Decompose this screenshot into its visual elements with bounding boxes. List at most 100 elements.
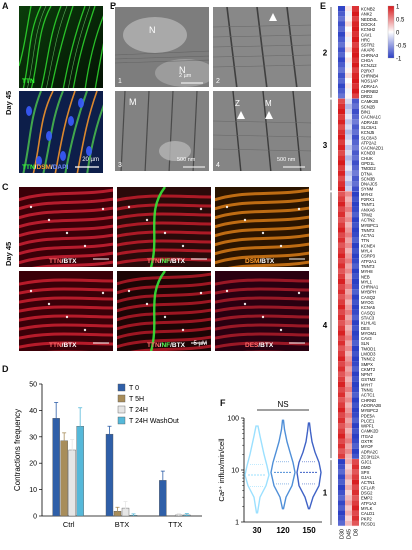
heatmap-cell — [352, 402, 359, 408]
heatmap-cell — [345, 371, 352, 377]
stain-dsm: DSM — [36, 164, 51, 171]
heatmap-cell — [345, 42, 352, 48]
heatmap-cell — [352, 217, 359, 223]
heatmap-cell — [338, 31, 345, 37]
gene-label: ADRA2C — [361, 449, 378, 454]
gene-label: MYH7 — [361, 382, 373, 387]
heatmap-cell — [352, 505, 359, 511]
btx-dot — [279, 328, 283, 332]
gene-label: CASQ1 — [361, 310, 376, 315]
heatmap-cell — [352, 181, 359, 187]
btx-dot — [29, 205, 33, 209]
gene-label: ATP1A2 — [361, 501, 377, 506]
colorbar-tick-label: 0 — [396, 31, 400, 37]
heatmap-cell — [345, 443, 352, 449]
gene-label: MYOG — [361, 300, 374, 305]
heatmap-cell — [338, 52, 345, 58]
gene-label: HRC — [361, 37, 370, 42]
gene-label: MYBPH — [361, 290, 376, 295]
colorbar-tick-label: 0.5 — [396, 18, 405, 24]
heatmap-cell — [352, 258, 359, 264]
btx-dot — [65, 315, 69, 319]
heatmap-cell — [345, 31, 352, 37]
heatmap-cell — [338, 237, 345, 243]
heatmap-cell — [345, 114, 352, 120]
heatmap-cell — [338, 21, 345, 27]
heatmap-cell — [338, 402, 345, 408]
heatmap-cell — [352, 433, 359, 439]
heatmap-cell — [338, 150, 345, 156]
x-tick-label: 120 — [276, 526, 290, 535]
btx-dot — [243, 218, 247, 222]
heatmap-cell — [338, 273, 345, 279]
heatmap-cell — [345, 495, 352, 501]
btx-dot — [163, 315, 167, 319]
heatmap-cell — [345, 278, 352, 285]
btx-dot — [145, 218, 149, 222]
heatmap-cell — [338, 294, 345, 300]
heatmap-cell — [345, 273, 352, 279]
heatmap-cell — [345, 304, 352, 310]
heatmap-cell — [345, 170, 352, 176]
heatmap-cell — [352, 397, 359, 403]
heatmap-cell — [338, 103, 345, 110]
heatmap-cell — [338, 448, 345, 454]
gene-label: MYBPC1 — [361, 223, 379, 228]
x-tick-label: 30 — [253, 526, 262, 535]
heatmap-cell — [345, 83, 352, 89]
panel-b-label: B — [110, 1, 117, 11]
heatmap-cell — [345, 314, 352, 321]
heatmap-cell — [345, 299, 352, 305]
gene-label: CHUK — [361, 156, 373, 161]
legend-label: T 0 — [129, 385, 139, 392]
heatmap-cell — [345, 330, 352, 336]
heatmap-cell — [345, 294, 352, 300]
ttn-fibers — [19, 6, 103, 88]
gene-label: ZC3H12A — [361, 454, 380, 459]
neurofilament-line — [149, 271, 166, 351]
em-image-3: M 3 500 nm — [114, 90, 210, 172]
heatmap-cell — [338, 469, 345, 475]
heatmap-cell — [345, 284, 352, 290]
btx-dot — [65, 231, 69, 235]
fiber-line — [215, 242, 309, 256]
heatmap-cell — [352, 278, 359, 285]
legend-swatch — [117, 416, 126, 425]
fiber-line — [117, 308, 211, 322]
heatmap-cell — [352, 253, 359, 259]
heatmap-cell — [338, 366, 345, 372]
em-number-2: 2 — [216, 78, 220, 85]
heatmap-cell — [345, 227, 352, 233]
gene-label: KCNA5 — [361, 305, 376, 310]
heatmap-cell — [352, 495, 359, 501]
heatmap-cell — [338, 78, 345, 84]
gene-label: ACTN1 — [361, 480, 375, 485]
heatmap-cell — [345, 181, 352, 187]
fiber-line — [215, 323, 309, 331]
btx-dot — [47, 302, 51, 306]
gene-label: PLCE1 — [361, 418, 375, 423]
heatmap-cell — [352, 412, 359, 418]
heatmap-cell — [338, 88, 345, 94]
gene-label: GPD1L — [361, 161, 375, 166]
heatmap-cell — [352, 423, 359, 429]
fiber-line — [19, 251, 113, 265]
heatmap-cell — [338, 217, 345, 223]
heatmap-cell — [352, 268, 359, 274]
heatmap-cell — [352, 381, 359, 388]
colorbar-tick-label: -1 — [396, 57, 402, 63]
panel-c-scale-label: 5 µM — [193, 341, 207, 347]
gene-label: TNNC2 — [361, 357, 376, 362]
gene-label: CASQ2 — [361, 295, 376, 300]
gene-label: CALD1 — [361, 511, 375, 516]
gene-label: KCNJ12 — [361, 63, 377, 68]
fiber-line — [117, 239, 211, 247]
heatmap-cell — [345, 93, 352, 99]
heatmap-cell — [352, 165, 359, 171]
heatmap-cell — [345, 134, 352, 140]
heatmap-cell — [352, 304, 359, 310]
heatmap-cell — [345, 57, 352, 63]
gene-label: TPM2 — [361, 212, 373, 217]
heatmap-cell — [352, 510, 359, 516]
em-2-texture — [213, 7, 311, 87]
